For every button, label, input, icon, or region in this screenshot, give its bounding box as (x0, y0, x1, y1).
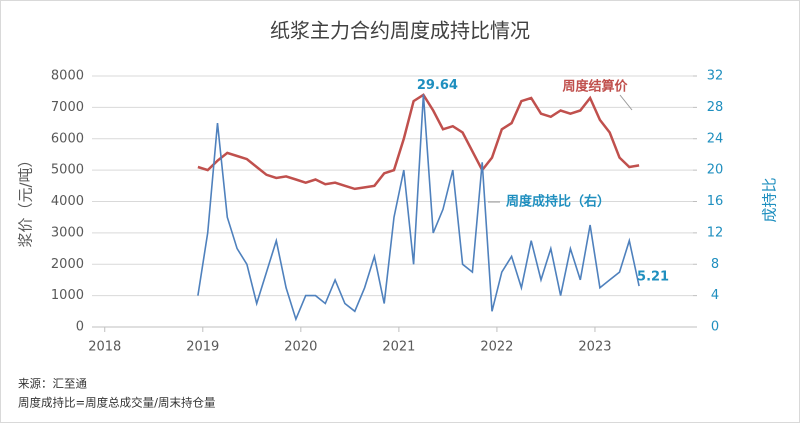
legend-label: 周度结算价 (562, 79, 628, 95)
y2-tick-label: 28 (707, 100, 724, 115)
x-tick-label: 2023 (578, 340, 611, 355)
y-tick-label: 7000 (51, 100, 84, 115)
y2-tick-label: 12 (707, 225, 724, 240)
y2-tick-label: 20 (707, 163, 724, 178)
y-tick-label: 2000 (51, 257, 84, 272)
y-tick-label: 6000 (51, 131, 84, 146)
series-line (197, 94, 640, 322)
note: 周度成持比=周度总成交量/周末持仓量 (18, 396, 216, 410)
note: 来源：汇至通 (18, 377, 87, 391)
x-tick-label: 2019 (186, 340, 219, 355)
y-tick-label: 0 (76, 320, 84, 335)
y2-tick-label: 16 (707, 194, 724, 209)
y-tick-label: 4000 (51, 194, 84, 209)
y-tick-label: 5000 (51, 163, 84, 178)
data-label: 29.64 (417, 78, 458, 93)
y2-tick-label: 4 (711, 288, 719, 303)
y2-axis-title: 成持比 (761, 177, 779, 222)
y-tick-label: 3000 (51, 225, 84, 240)
x-tick-label: 2022 (480, 340, 513, 355)
chart-title: 纸浆主力合约周度成持比情况 (270, 19, 530, 43)
x-tick-label: 2020 (284, 340, 317, 355)
data-label: 5.21 (637, 270, 669, 285)
x-tick-label: 2018 (88, 340, 121, 355)
y2-tick-label: 0 (711, 320, 719, 335)
x-tick-label: 2021 (382, 340, 415, 355)
y-tick-label: 8000 (51, 69, 84, 84)
y-tick-label: 1000 (51, 288, 84, 303)
legend-label: 周度成持比（右） (506, 194, 610, 210)
y-axis-title: 浆价（元/吨） (17, 152, 35, 247)
series-line (197, 93, 640, 191)
y2-tick-label: 8 (711, 257, 719, 272)
y2-tick-label: 32 (707, 69, 724, 84)
leader (619, 94, 633, 111)
y2-tick-label: 24 (707, 131, 724, 146)
